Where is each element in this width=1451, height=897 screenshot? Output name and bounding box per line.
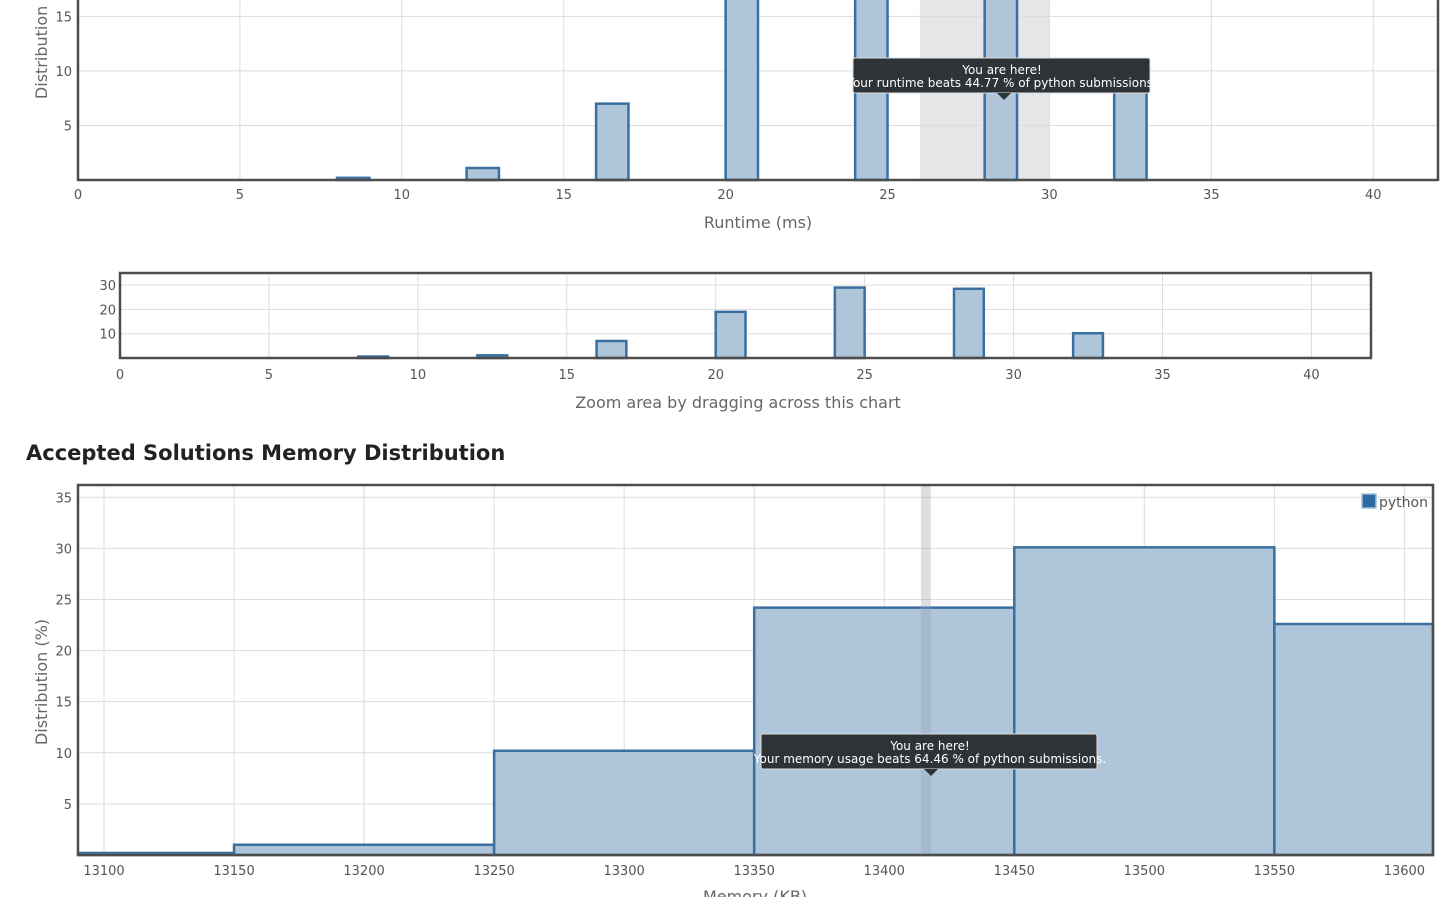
- x-tick-label: 0: [74, 188, 82, 203]
- x-tick-label: 13200: [343, 864, 384, 879]
- x-tick-label: 13300: [603, 864, 644, 879]
- zoom-navigator-chart[interactable]: 0 5 10 15 20 25 30 35 40 10 20 30 Zoom area by drag…: [99, 271, 1373, 412]
- x-tick-label: 25: [856, 368, 873, 383]
- y-tick-label: 35: [55, 491, 72, 506]
- x-tick-label: 20: [707, 368, 724, 383]
- x-tick-label: 0: [116, 368, 124, 383]
- y-tick-label: 10: [99, 328, 116, 343]
- memory-distribution-chart: 13100 13150 13200 13250 13300 13350 13400 13450…: [32, 483, 1435, 897]
- histogram-bar: [714, 310, 747, 360]
- runtime-x-axis-title: Runtime (ms): [704, 213, 812, 232]
- x-tick-label: 35: [1154, 368, 1171, 383]
- zoom-caption: Zoom area by dragging across this chart: [575, 393, 901, 412]
- zoom-tick-labels: 0 5 10 15 20 25 30 35 40 10 20 30: [99, 279, 1319, 383]
- runtime-tooltip: You are here! Your runtime beats 44.77 %…: [846, 57, 1157, 100]
- legend-swatch-icon: [1361, 493, 1377, 509]
- x-tick-label: 40: [1365, 188, 1382, 203]
- y-tick-label: 10: [55, 65, 72, 80]
- memory-frame: [76, 483, 1435, 857]
- memory-section-title: Accepted Solutions Memory Distribution: [26, 441, 505, 465]
- histogram-bar: [752, 606, 1016, 857]
- x-tick-label: 25: [879, 188, 896, 203]
- x-tick-label: 13350: [734, 864, 775, 879]
- zoom-frame[interactable]: [118, 271, 1373, 360]
- runtime-tooltip-line2: Your runtime beats 44.77 % of python sub…: [846, 76, 1157, 90]
- x-tick-label: 40: [1303, 368, 1320, 383]
- x-tick-label: 10: [394, 188, 411, 203]
- x-tick-label: 13100: [83, 864, 124, 879]
- histogram-bar: [1013, 546, 1276, 857]
- memory-y-axis-title: Distribution (%): [32, 619, 51, 745]
- memory-tick-labels: 13100 13150 13200 13250 13300 13350 13400 13450…: [55, 491, 1425, 879]
- memory-tooltip-line1: You are here!: [889, 739, 970, 753]
- zoom-bars: [357, 286, 1105, 360]
- y-tick-label: 30: [55, 542, 72, 557]
- x-tick-label: 20: [717, 188, 734, 203]
- y-tick-label: 5: [64, 119, 72, 134]
- x-tick-label: 5: [236, 188, 244, 203]
- memory-tooltip: You are here! Your memory usage beats 64…: [753, 733, 1106, 776]
- legend-label[interactable]: python: [1379, 495, 1428, 511]
- x-tick-label: 30: [1041, 188, 1058, 203]
- histogram-bar: [595, 339, 628, 360]
- histogram-bar: [465, 166, 501, 182]
- x-tick-label: 13150: [213, 864, 254, 879]
- x-tick-label: 13500: [1124, 864, 1165, 879]
- y-tick-label: 15: [55, 10, 72, 25]
- runtime-y-axis-title: Distribution (%): [32, 0, 51, 99]
- y-tick-label: 15: [55, 696, 72, 711]
- y-tick-label: 10: [55, 747, 72, 762]
- y-tick-label: 30: [99, 279, 116, 294]
- memory-tooltip-line2: Your memory usage beats 64.46 % of pytho…: [753, 752, 1106, 766]
- x-tick-label: 30: [1005, 368, 1022, 383]
- runtime-distribution-chart: 0 5 10 15 20 25 30 35 40 5 10 15 Distribution (%) R…: [32, 0, 1440, 232]
- histogram-bar: [232, 843, 496, 857]
- y-tick-label: 20: [99, 303, 116, 318]
- x-tick-label: 35: [1203, 188, 1220, 203]
- x-tick-label: 13600: [1384, 864, 1425, 879]
- runtime-tick-labels: 0 5 10 15 20 25 30 35 40 5 10 15: [55, 10, 1381, 203]
- x-tick-label: 13250: [473, 864, 514, 879]
- x-tick-label: 13550: [1254, 864, 1295, 879]
- runtime-tooltip-line1: You are here!: [961, 63, 1042, 77]
- memory-bars[interactable]: [76, 546, 1435, 857]
- memory-x-axis-title: Memory (KB): [703, 887, 807, 897]
- x-tick-label: 15: [555, 188, 572, 203]
- x-tick-label: 13450: [994, 864, 1035, 879]
- x-tick-label: 13400: [864, 864, 905, 879]
- x-tick-label: 10: [410, 368, 427, 383]
- histogram-bar: [952, 287, 986, 360]
- histogram-bar: [594, 102, 630, 182]
- histogram-bar: [1273, 622, 1435, 857]
- x-tick-label: 15: [559, 368, 576, 383]
- y-tick-label: 5: [64, 798, 72, 813]
- histogram-bar: [724, 0, 760, 182]
- y-tick-label: 25: [55, 593, 72, 608]
- histogram-bar: [833, 286, 866, 360]
- x-tick-label: 5: [265, 368, 273, 383]
- histogram-bar: [492, 749, 756, 857]
- memory-legend[interactable]: python: [1361, 493, 1428, 511]
- your-memory-highlight-line: [920, 485, 931, 855]
- y-tick-label: 20: [55, 645, 72, 660]
- histogram-bar: [1071, 331, 1105, 360]
